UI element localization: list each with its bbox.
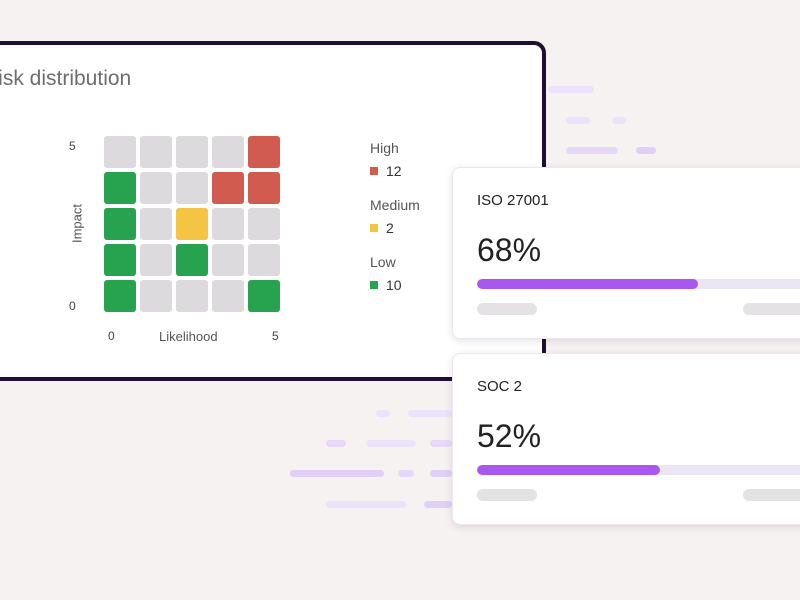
decorative-streak xyxy=(326,440,346,447)
legend-high: High 12 xyxy=(370,140,402,179)
risk-cell-high xyxy=(248,172,280,204)
legend-swatch-high xyxy=(370,167,378,175)
placeholder-bar xyxy=(477,303,537,315)
legend-value: 10 xyxy=(386,277,402,293)
risk-cell-low xyxy=(104,280,136,312)
progress-fill xyxy=(477,465,661,475)
risk-cell-empty xyxy=(248,244,280,276)
framework-name: ISO 27001 xyxy=(477,192,549,209)
legend-value: 2 xyxy=(386,220,394,236)
framework-name: SOC 2 xyxy=(477,378,523,395)
legend-swatch-medium xyxy=(370,224,378,232)
risk-cell-medium xyxy=(176,208,208,240)
decorative-streak xyxy=(408,410,452,417)
decorative-streak xyxy=(430,440,452,447)
risk-cell-empty xyxy=(212,136,244,168)
placeholder-bar xyxy=(477,489,537,501)
compliance-card-iso-27001[interactable]: ISO 27001 68% xyxy=(452,167,800,339)
x-axis-max: 5 xyxy=(272,329,279,343)
progress-track xyxy=(477,279,800,289)
decorative-streak xyxy=(566,117,590,124)
y-axis-min: 0 xyxy=(69,299,76,313)
risk-cell-high xyxy=(212,172,244,204)
placeholder-bar xyxy=(743,489,800,501)
risk-cell-low xyxy=(104,244,136,276)
risk-cell-low xyxy=(104,208,136,240)
risk-cell-empty xyxy=(212,208,244,240)
legend-value: 12 xyxy=(386,163,402,179)
risk-cell-empty xyxy=(176,136,208,168)
risk-cell-empty xyxy=(140,208,172,240)
risk-cell-low xyxy=(248,280,280,312)
risk-cell-empty xyxy=(140,136,172,168)
decorative-streak xyxy=(612,117,626,124)
decorative-streak xyxy=(430,470,452,477)
risk-cell-low xyxy=(176,244,208,276)
risk-cell-empty xyxy=(176,172,208,204)
legend-medium: Medium 2 xyxy=(370,197,420,236)
progress-fill xyxy=(477,279,699,289)
decorative-streak xyxy=(398,470,414,477)
decorative-streak xyxy=(424,501,452,508)
risk-cell-empty xyxy=(176,280,208,312)
legend-label: Low xyxy=(370,254,396,270)
decorative-streak xyxy=(636,147,656,154)
risk-cell-empty xyxy=(104,136,136,168)
framework-percent: 52% xyxy=(477,418,542,454)
decorative-streak xyxy=(548,86,594,93)
legend-swatch-low xyxy=(370,281,378,289)
progress-track xyxy=(477,465,800,475)
y-axis-label: Impact xyxy=(69,204,85,244)
risk-cell-empty xyxy=(140,172,172,204)
decorative-streak xyxy=(366,440,416,447)
legend-label: Medium xyxy=(370,197,420,213)
risk-cell-empty xyxy=(140,244,172,276)
decorative-streak xyxy=(326,501,406,508)
risk-card-title: Risk distribution xyxy=(0,67,132,90)
risk-cell-empty xyxy=(212,244,244,276)
compliance-card-soc-2[interactable]: SOC 2 52% xyxy=(452,353,800,525)
risk-cell-low xyxy=(104,172,136,204)
legend-low: Low 10 xyxy=(370,254,402,293)
risk-cell-empty xyxy=(212,280,244,312)
framework-percent: 68% xyxy=(477,232,542,268)
x-axis-min: 0 xyxy=(108,329,115,343)
decorative-streak xyxy=(566,147,618,154)
legend-label: High xyxy=(370,140,399,156)
x-axis-label: Likelihood xyxy=(159,329,218,344)
risk-cell-empty xyxy=(248,208,280,240)
risk-cell-high xyxy=(248,136,280,168)
risk-cell-empty xyxy=(140,280,172,312)
decorative-streak xyxy=(290,470,384,477)
y-axis-max: 5 xyxy=(69,139,76,153)
placeholder-bar xyxy=(743,303,800,315)
decorative-streak xyxy=(376,410,390,417)
risk-matrix xyxy=(104,136,284,316)
